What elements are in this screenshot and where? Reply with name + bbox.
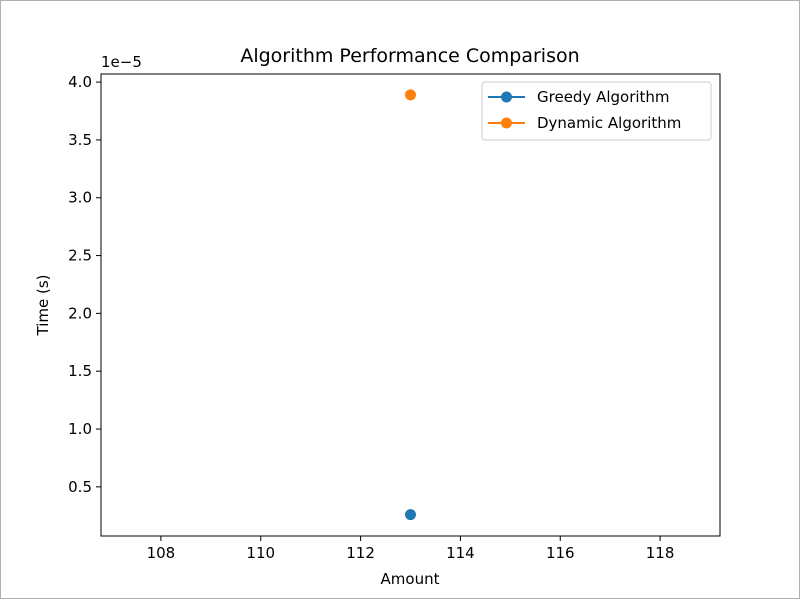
y-tick-label: 4.0 [68,73,92,91]
y-tick-label: 1.5 [68,362,92,380]
y-tick-label: 1.0 [68,420,92,438]
chart-title: Algorithm Performance Comparison [240,45,579,67]
x-tick-label: 114 [446,544,475,562]
y-axis-label: Time (s) [34,275,52,337]
x-axis-label: Amount [381,570,440,588]
y-tick-label: 3.0 [68,189,92,207]
x-tick-label: 118 [646,544,675,562]
y-axis-offset-label: 1e−5 [101,53,142,71]
legend: Greedy Algorithm Dynamic Algorithm [481,81,712,141]
x-tick-label: 112 [346,544,375,562]
y-axis-ticks: 0.5 1.0 1.5 2.0 2.5 3.0 3.5 4.0 [68,73,101,496]
legend-marker-greedy [501,91,512,103]
y-tick-label: 0.5 [68,478,92,496]
x-tick-label: 116 [546,544,575,562]
greedy-data-point [405,509,416,521]
x-axis-ticks: 108 110 112 114 116 118 [147,536,675,562]
y-tick-label: 3.5 [68,131,92,149]
y-tick-label: 2.5 [68,247,92,265]
legend-marker-dynamic [501,117,512,129]
legend-box [481,81,712,141]
x-tick-label: 108 [147,544,176,562]
x-tick-label: 110 [246,544,275,562]
legend-items: Greedy Algorithm Dynamic Algorithm [488,88,681,132]
y-tick-label: 2.0 [68,304,92,322]
legend-label-dynamic: Dynamic Algorithm [537,114,681,132]
series-layer [405,89,416,521]
plot-area [100,73,721,537]
legend-label-greedy: Greedy Algorithm [537,88,670,106]
dynamic-data-point [405,89,416,101]
